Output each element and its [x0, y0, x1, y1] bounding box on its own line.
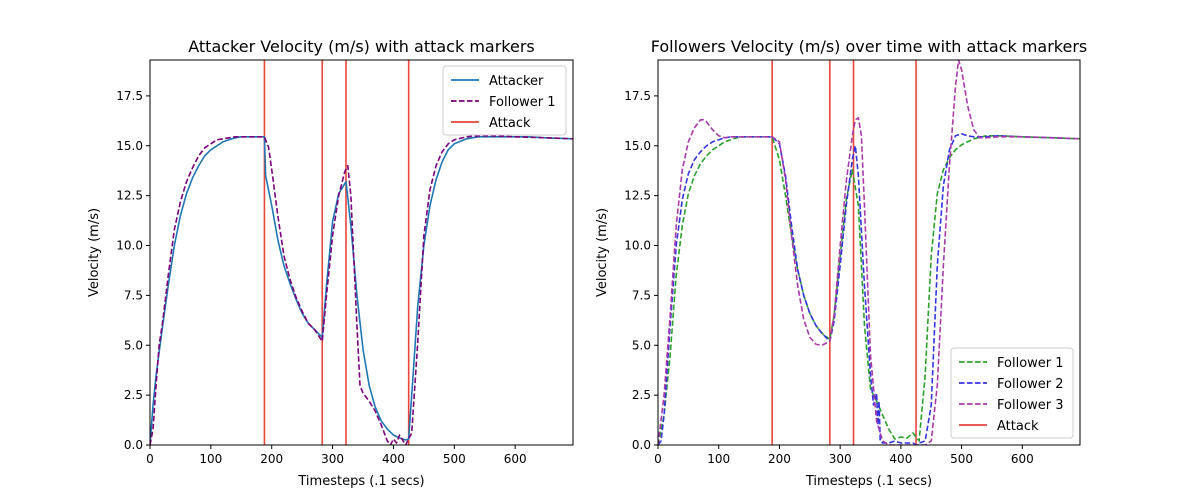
legend-label: Attack — [997, 419, 1039, 434]
y-tick-label: 15.0 — [624, 139, 651, 153]
series-line-follower-1 — [150, 135, 573, 445]
chart-title: Attacker Velocity (m/s) with attack mark… — [188, 37, 535, 56]
x-axis-label: Timesteps (.1 secs) — [297, 474, 424, 489]
y-tick-label: 7.5 — [632, 288, 651, 302]
legend-label: Follower 1 — [997, 356, 1064, 371]
y-tick-label: 12.5 — [116, 189, 143, 203]
x-tick-label: 600 — [504, 452, 527, 466]
x-tick-label: 400 — [382, 452, 405, 466]
y-tick-label: 0.0 — [632, 438, 651, 452]
y-tick-label: 2.5 — [124, 388, 143, 402]
y-tick-label: 0.0 — [124, 438, 143, 452]
series-line-follower-3 — [658, 60, 1080, 445]
y-tick-label: 10.0 — [116, 239, 143, 253]
x-tick-label: 0 — [654, 452, 662, 466]
y-tick-label: 7.5 — [124, 288, 143, 302]
legend-box — [950, 347, 1074, 439]
attacker-velocity-panel: Attacker Velocity (m/s) with attack mark… — [87, 37, 574, 489]
y-tick-label: 5.0 — [632, 338, 651, 352]
legend: Follower 1 Follower 2 Follower 3 Attack — [950, 347, 1074, 439]
y-axis-label: Velocity (m/s) — [87, 208, 102, 297]
series-line-attacker — [150, 136, 573, 445]
followers-velocity-panel: Followers Velocity (m/s) over time with … — [595, 37, 1087, 489]
x-tick-label: 0 — [146, 452, 154, 466]
x-tick-label: 500 — [443, 452, 466, 466]
x-tick-label: 500 — [950, 452, 973, 466]
y-tick-label: 17.5 — [116, 89, 143, 103]
legend-label: Attack — [489, 116, 531, 131]
x-tick-label: 100 — [199, 452, 222, 466]
x-tick-label: 100 — [707, 452, 730, 466]
legend-label: Attacker — [489, 74, 544, 89]
x-tick-label: 600 — [1011, 452, 1034, 466]
y-axis-label: Velocity (m/s) — [595, 208, 610, 297]
x-tick-label: 200 — [768, 452, 791, 466]
y-tick-label: 15.0 — [116, 139, 143, 153]
legend-label: Follower 1 — [489, 95, 556, 110]
x-axis-label: Timesteps (.1 secs) — [805, 474, 932, 489]
plot-frame — [657, 59, 1081, 446]
legend-box — [442, 65, 567, 136]
plot-frame — [149, 59, 574, 446]
x-tick-label: 300 — [321, 452, 344, 466]
y-tick-label: 2.5 — [632, 388, 651, 402]
chart-title: Followers Velocity (m/s) over time with … — [651, 37, 1088, 56]
legend-label: Follower 3 — [997, 398, 1064, 413]
y-tick-label: 10.0 — [624, 239, 651, 253]
x-tick-label: 200 — [260, 452, 283, 466]
y-tick-label: 5.0 — [124, 338, 143, 352]
y-tick-label: 12.5 — [624, 189, 651, 203]
legend: Attacker Follower 1 Attack — [442, 65, 567, 136]
x-tick-label: 300 — [829, 452, 852, 466]
series-line-follower-2 — [658, 133, 1080, 445]
x-tick-label: 400 — [889, 452, 912, 466]
y-tick-label: 17.5 — [624, 89, 651, 103]
legend-label: Follower 2 — [997, 377, 1064, 392]
